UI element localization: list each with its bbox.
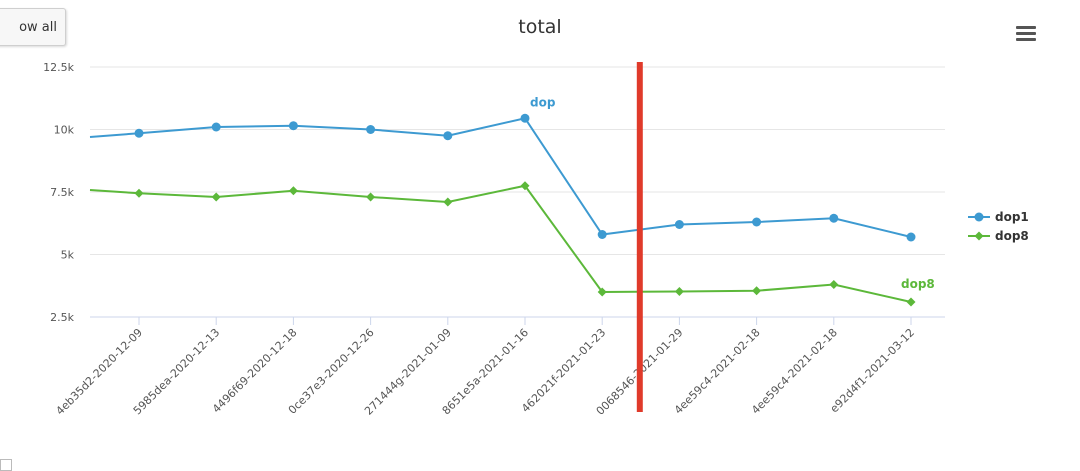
legend-symbol-dop1[interactable]: [974, 212, 984, 222]
y-tick-label: 7.5k: [50, 186, 74, 199]
x-tick-label: 462021f-2021-01-23: [519, 326, 608, 415]
chart-title: total: [518, 16, 562, 38]
data-point-dop1[interactable]: [211, 122, 221, 132]
y-axis: 2.5k 5k 7.5k 10k 12.5k: [43, 61, 74, 324]
series-line-dop8: [89, 184, 912, 303]
data-point-dop1[interactable]: [134, 128, 144, 138]
y-tick-label: 12.5k: [43, 61, 74, 74]
data-point-dop8[interactable]: [443, 197, 453, 207]
x-tick-label: 8651e5a-2021-01-16: [440, 326, 532, 418]
show-all-button[interactable]: ow all: [0, 8, 66, 46]
data-point-dop1[interactable]: [906, 232, 916, 242]
series-line-dop1: [89, 117, 912, 238]
data-point-dop1[interactable]: [674, 220, 684, 229]
x-tick-label: 4ee59c4-2021-02-18: [672, 326, 763, 417]
x-tick-label: 5985dea-2020-12-13: [131, 326, 222, 417]
x-tick-label: e92d4f1-2021-03-12: [828, 326, 917, 415]
y-tick-label: 5k: [61, 249, 75, 262]
data-point-dop1[interactable]: [597, 230, 607, 239]
legend-label-dop1[interactable]: dop1: [995, 210, 1029, 224]
x-axis: 4eb35d2-2020-12-095985dea-2020-12-134496…: [53, 317, 917, 418]
y-tick-label: 2.5k: [50, 311, 74, 324]
data-point-dop1[interactable]: [520, 113, 530, 123]
legend-symbol-dop8[interactable]: [974, 231, 984, 241]
x-tick-label: 0ce37e3-2020-12-26: [286, 326, 377, 417]
data-point-dop1[interactable]: [829, 213, 839, 223]
legend[interactable]: dop1 dop8: [968, 210, 1029, 243]
data-point-dop8[interactable]: [211, 192, 221, 202]
data-point-dop8[interactable]: [597, 287, 607, 297]
x-tick-label: 271444g-2021-01-09: [362, 326, 454, 418]
series-label-dop1: dop: [530, 95, 556, 109]
x-tick-label: 4ee59c4-2021-02-18: [749, 326, 840, 417]
x-tick-label: 4eb35d2-2020-12-09: [53, 326, 145, 418]
data-point-dop8[interactable]: [906, 297, 916, 307]
data-point-dop8[interactable]: [829, 280, 839, 289]
series-group: dop dop8: [89, 95, 935, 307]
data-point-dop1[interactable]: [366, 125, 376, 134]
data-point-dop8[interactable]: [752, 286, 762, 296]
data-point-dop8[interactable]: [366, 192, 376, 202]
data-point-dop1[interactable]: [288, 121, 298, 131]
series-label-dop8: dop8: [901, 277, 935, 291]
menu-icon[interactable]: [1012, 22, 1040, 46]
x-tick-label: 4496f69-2020-12-18: [210, 326, 300, 416]
data-point-dop1[interactable]: [443, 131, 453, 141]
grid-lines: [90, 66, 945, 318]
data-point-dop8[interactable]: [134, 188, 144, 198]
data-point-dop8[interactable]: [674, 287, 684, 296]
data-point-dop8[interactable]: [520, 181, 530, 191]
data-point-dop1[interactable]: [752, 217, 762, 227]
data-point-dop8[interactable]: [288, 186, 298, 196]
y-tick-label: 10k: [54, 124, 75, 137]
legend-label-dop8[interactable]: dop8: [995, 229, 1029, 243]
